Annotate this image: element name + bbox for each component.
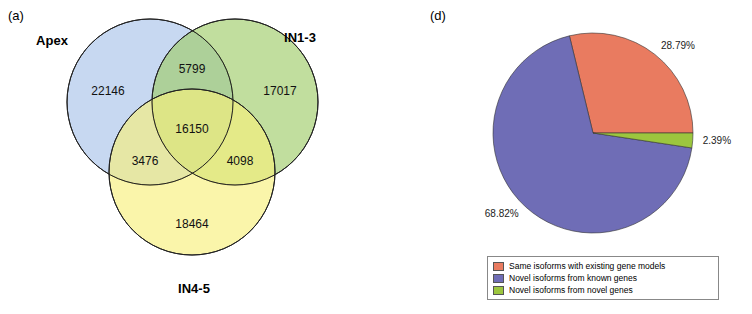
svg-text:2.39%: 2.39% bbox=[703, 135, 731, 146]
svg-text:16150: 16150 bbox=[175, 122, 209, 136]
svg-text:(a): (a) bbox=[8, 8, 24, 23]
svg-text:4098: 4098 bbox=[227, 154, 254, 168]
html-text:Novel isoforms from novel gene: Novel isoforms from novel genes bbox=[509, 285, 633, 295]
html-text:Same isoforms with existing ge: Same isoforms with existing gene models bbox=[509, 261, 666, 271]
svg-text:68.82%: 68.82% bbox=[485, 208, 519, 219]
svg-text:18464: 18464 bbox=[175, 217, 209, 231]
svg-text:IN4-5: IN4-5 bbox=[178, 281, 210, 296]
html-text:Novel isoforms from known gene: Novel isoforms from known genes bbox=[509, 273, 637, 283]
svg-text:IN1-3: IN1-3 bbox=[284, 30, 316, 45]
svg-text:28.79%: 28.79% bbox=[661, 40, 695, 51]
html-text:(d): (d) bbox=[430, 8, 446, 23]
svg-text:22146: 22146 bbox=[91, 84, 125, 98]
svg-text:3476: 3476 bbox=[132, 154, 159, 168]
svg-text:Apex: Apex bbox=[36, 33, 69, 48]
svg-text:17017: 17017 bbox=[263, 84, 297, 98]
svg-text:5799: 5799 bbox=[179, 62, 206, 76]
